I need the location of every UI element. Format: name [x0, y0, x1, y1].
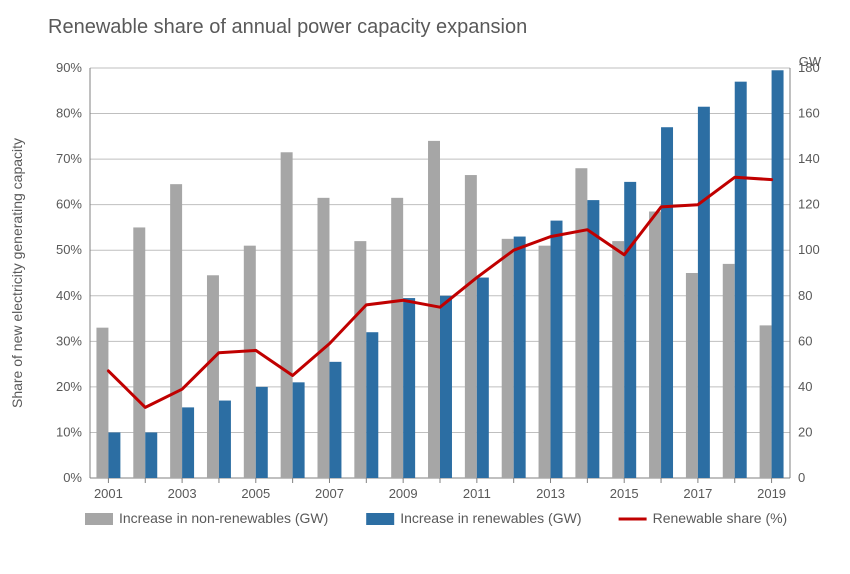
left-axis-title: Share of new electricity generating capa… — [9, 138, 25, 408]
bar-nonrenew — [465, 175, 477, 478]
bar-renew — [440, 296, 452, 478]
bar-nonrenew — [391, 198, 403, 478]
bar-nonrenew — [612, 241, 624, 478]
bar-renew — [514, 237, 526, 478]
bar-nonrenew — [575, 168, 587, 478]
chart-svg: 0% 10% 20% 30% 40% 50% 60% 70% 80% 90% 0 20 40 60 80 10… — [0, 48, 850, 538]
bar-nonrenew — [170, 184, 182, 478]
bar-nonrenew — [760, 325, 772, 478]
left-tick-label: 30% — [56, 333, 82, 348]
right-tick-label: 40 — [798, 379, 812, 394]
x-tick-label: 2019 — [757, 486, 786, 501]
x-tick-label: 2003 — [168, 486, 197, 501]
x-tick-label: 2001 — [94, 486, 123, 501]
bar-renew — [403, 298, 415, 478]
bar-renew — [293, 382, 305, 478]
left-tick-label: 10% — [56, 424, 82, 439]
left-tick-label: 60% — [56, 197, 82, 212]
x-tick-label: 2015 — [610, 486, 639, 501]
right-tick-label: 140 — [798, 151, 820, 166]
legend-swatch — [85, 513, 113, 525]
bar-renew — [256, 387, 268, 478]
bar-renew — [551, 221, 563, 478]
bar-nonrenew — [244, 246, 256, 478]
bar-nonrenew — [649, 212, 661, 479]
right-tick-label: 160 — [798, 106, 820, 121]
bar-renew — [219, 401, 231, 478]
bar-renew — [182, 407, 194, 478]
bar-nonrenew — [354, 241, 366, 478]
bar-nonrenew — [502, 239, 514, 478]
bar-nonrenew — [133, 227, 145, 478]
right-tick-label: 20 — [798, 424, 812, 439]
bar-renew — [587, 200, 599, 478]
chart-title: Renewable share of annual power capacity… — [0, 10, 850, 39]
x-tick-label: 2005 — [241, 486, 270, 501]
bar-renew — [661, 127, 673, 478]
bar-nonrenew — [428, 141, 440, 478]
x-tick-label: 2011 — [463, 486, 491, 501]
left-tick-label: 50% — [56, 242, 82, 257]
legend-label: Increase in non-renewables (GW) — [119, 510, 328, 526]
left-tick-label: 20% — [56, 379, 82, 394]
bar-renew — [735, 82, 747, 478]
bar-nonrenew — [318, 198, 330, 478]
bar-renew — [477, 278, 489, 478]
legend: Increase in non-renewables (GW) Increase … — [85, 510, 787, 526]
right-tick-label: 80 — [798, 288, 812, 303]
bar-nonrenew — [539, 246, 551, 478]
left-tick-label: 0% — [63, 470, 82, 485]
right-tick-label: 60 — [798, 333, 812, 348]
legend-swatch — [366, 513, 394, 525]
left-tick-label: 70% — [56, 151, 82, 166]
right-tick-label: 0 — [798, 470, 805, 485]
x-tick-label: 2009 — [389, 486, 418, 501]
left-tick-label: 90% — [56, 60, 82, 75]
bar-renew — [698, 107, 710, 478]
legend-label: Renewable share (%) — [653, 510, 788, 526]
bar-nonrenew — [686, 273, 698, 478]
left-tick-label: 80% — [56, 106, 82, 121]
x-tick-label: 2007 — [315, 486, 344, 501]
bar-renew — [772, 70, 784, 478]
left-tick-label: 40% — [56, 288, 82, 303]
bar-nonrenew — [723, 264, 735, 478]
right-axis-title: GW — [799, 54, 822, 69]
right-tick-label: 100 — [798, 242, 820, 257]
legend-label: Increase in renewables (GW) — [400, 510, 581, 526]
bar-nonrenew — [207, 275, 219, 478]
bar-renew — [366, 332, 378, 478]
bar-nonrenew — [96, 328, 108, 478]
chart-area: 0% 10% 20% 30% 40% 50% 60% 70% 80% 90% 0 20 40 60 80 10… — [0, 48, 850, 538]
x-tick-label: 2013 — [536, 486, 565, 501]
x-tick-label: 2017 — [683, 486, 712, 501]
bar-renew — [624, 182, 636, 478]
bar-renew — [329, 362, 341, 478]
right-tick-label: 120 — [798, 197, 820, 212]
bar-renew — [108, 432, 120, 478]
bar-nonrenew — [281, 152, 293, 478]
bar-renew — [145, 432, 157, 478]
